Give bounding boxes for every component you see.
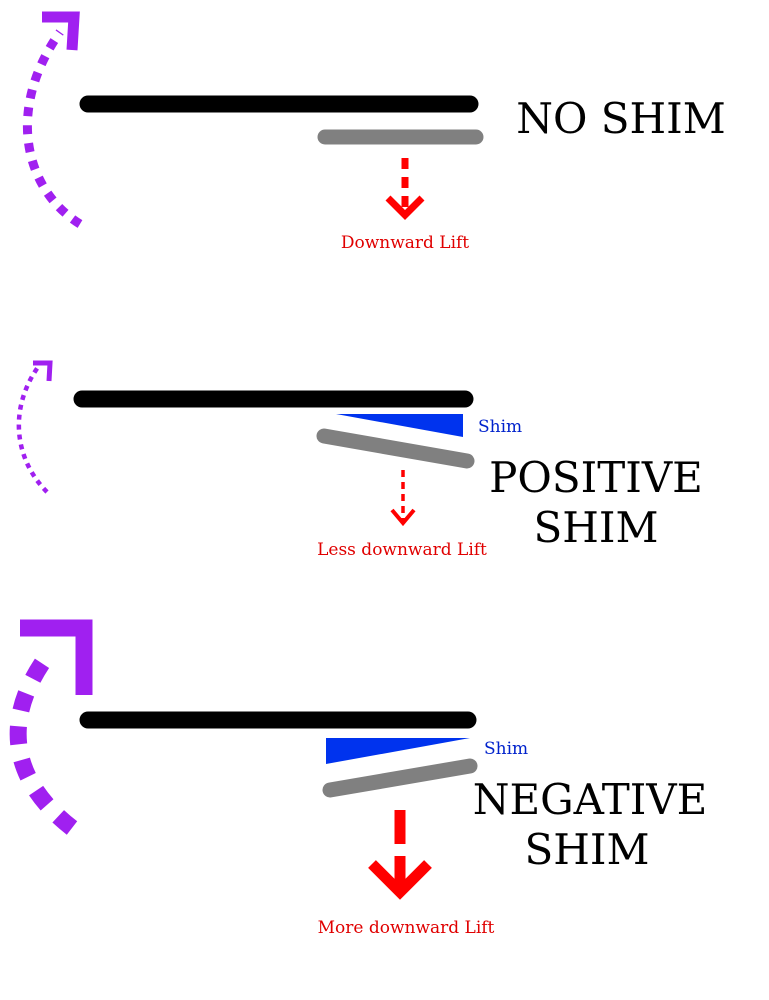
panel-title-line-2: SHIM — [525, 825, 650, 874]
panel-title-line-2: SHIM — [534, 503, 659, 552]
rotation-arrowhead-icon — [33, 360, 53, 382]
panel-title: NO SHIM — [516, 94, 726, 143]
panel-negative-shim: Shim More downward Lift NEGATIVE SHIM — [9, 619, 708, 938]
flap-bar — [322, 758, 478, 798]
shim-wedge — [326, 738, 470, 764]
rotation-arrowhead-icon — [42, 11, 80, 51]
downward-lift-arrow-icon — [390, 470, 416, 527]
rotation-arc-icon — [23, 29, 83, 228]
rotation-arc-icon — [9, 646, 78, 835]
panel-positive-shim: Shim Less downward Lift POSITIVE SHIM — [16, 360, 703, 560]
flap-bar — [316, 428, 475, 469]
shim-wedge — [336, 414, 463, 437]
shim-label: Shim — [484, 739, 528, 759]
downward-lift-arrow-icon — [368, 810, 432, 900]
shim-label: Shim — [478, 417, 522, 437]
downward-lift-arrow-icon — [385, 158, 425, 220]
lift-label: Downward Lift — [341, 233, 469, 253]
lift-label: Less downward Lift — [317, 540, 487, 560]
panel-no-shim: Downward Lift NO SHIM — [23, 11, 726, 253]
panel-title-line-1: POSITIVE — [489, 453, 703, 502]
rotation-arc-icon — [16, 365, 49, 494]
lift-label: More downward Lift — [318, 918, 495, 938]
rotation-arrowhead-icon — [20, 619, 93, 695]
panel-title-line-1: NEGATIVE — [473, 775, 708, 824]
